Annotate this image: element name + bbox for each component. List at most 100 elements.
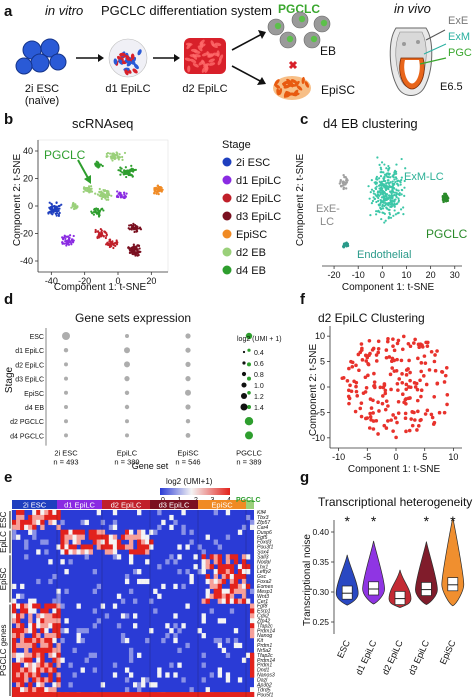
tsne-point [382, 185, 385, 188]
tsne-point [366, 361, 370, 366]
heatmap-cell [40, 519, 45, 526]
heatmap-cell [32, 598, 37, 604]
tsne-point [384, 188, 387, 191]
heatmap-cell [32, 534, 37, 540]
heatmap-cell [20, 623, 25, 629]
heatmap-cell [36, 662, 41, 668]
panel-c-xlabel: Component 1: t-SNE [342, 282, 435, 293]
heatmap-cell [173, 583, 178, 590]
heatmap-cell [64, 534, 69, 540]
size-legend-dot [242, 361, 246, 365]
heatmap-cell [88, 534, 93, 540]
heatmap-cell [116, 544, 122, 550]
tsne-point [376, 210, 379, 213]
x-tick-label: 20 [426, 270, 436, 280]
heatmap-cell [177, 647, 182, 654]
column-group-bar [57, 500, 102, 509]
tsne-point [396, 388, 400, 392]
tsne-point [404, 373, 409, 377]
legend-label: d1 EpiLC [236, 175, 281, 187]
gene-label: Prdm14 [257, 628, 275, 634]
tsne-point [379, 206, 382, 210]
tsne-point [387, 185, 391, 189]
y-tick-label: 0.30 [312, 587, 329, 597]
significance-star: * [450, 513, 456, 529]
heatmap-cell [44, 613, 49, 619]
gene-label: Lhx1 [257, 564, 268, 570]
heatmap-cell [48, 633, 53, 639]
heatmap-cell [72, 549, 77, 555]
heatmap-cell [217, 588, 223, 594]
heatmap-cell [205, 578, 210, 585]
heatmap-cell [149, 628, 154, 634]
heatmap-cell [56, 603, 61, 609]
tsne-point [388, 190, 392, 193]
dot-column-n: n = 493 [53, 458, 78, 467]
tsne-point [116, 194, 119, 197]
heatmap-cell [249, 608, 255, 614]
tsne-point [67, 235, 70, 238]
cell [210, 40, 215, 47]
legend-label: 2i ESC [236, 157, 270, 169]
tsne-point [383, 175, 386, 178]
heatmap-cell [44, 662, 49, 668]
heatmap-cell [24, 657, 29, 663]
heatmap-cell [20, 642, 25, 649]
tsne-point [417, 345, 421, 349]
tsne-point [365, 355, 370, 360]
heatmap-cell [116, 593, 122, 599]
heatmap-cell [12, 603, 17, 609]
significance-star: * [344, 513, 350, 529]
tsne-point [130, 227, 133, 230]
row-group-label: EpiLC [0, 531, 8, 553]
heatmap-cell [169, 524, 174, 530]
tsne-point [99, 195, 102, 198]
panel-f-ylabel: Component 2: t-SNE [308, 344, 319, 437]
heatmap-cell [24, 687, 29, 693]
heatmap-cell [28, 603, 33, 609]
heatmap-cell [16, 662, 21, 668]
dot [64, 376, 68, 381]
heatmap-cell [48, 559, 53, 565]
heatmap-cell [12, 519, 17, 526]
pgclc-core [298, 15, 306, 23]
row-group-label: ESC [0, 511, 8, 528]
heatmap-cell [44, 633, 49, 639]
y-tick-label: -20 [20, 229, 33, 239]
heatmap-cell [56, 613, 61, 619]
tsne-point [119, 193, 122, 196]
tsne-point [403, 411, 408, 416]
tsne-point [340, 376, 345, 381]
panel-d: d Gene sets expression ESC d1 EpiLC d2 Epi… [4, 291, 282, 471]
tsne-point [372, 189, 375, 193]
size-legend-dot [242, 350, 246, 354]
dot [247, 348, 251, 352]
heatmap-cell [96, 618, 102, 624]
dot-column-n: n = 546 [175, 458, 200, 467]
heatmap-cell [124, 578, 130, 585]
tsne-point [122, 196, 125, 199]
tsne-point [387, 164, 390, 168]
tsne-point [395, 172, 398, 175]
tsne-point [363, 390, 368, 394]
size-legend-label: 1.4 [254, 405, 264, 412]
heatmap-cell [60, 603, 65, 609]
heatmap-cell [56, 662, 61, 668]
heatmap-cell [96, 583, 102, 590]
heatmap-cell [217, 559, 223, 565]
heatmap-cell [36, 652, 41, 658]
heatmap-cell [217, 569, 223, 575]
x-tick-label: 10 [448, 452, 458, 462]
heatmap-cell [177, 569, 182, 575]
heatmap-cell [128, 672, 134, 678]
tsne-point [408, 385, 413, 390]
cell [130, 53, 135, 60]
heatmap-cell [68, 549, 73, 555]
tsne-point [99, 163, 103, 166]
d2-epilc-icon [184, 38, 226, 74]
cell [192, 53, 198, 60]
tsne-point [127, 246, 130, 249]
y-tick-label: -10 [312, 433, 325, 443]
tsne-point [103, 230, 107, 233]
tsne-point [372, 380, 377, 384]
